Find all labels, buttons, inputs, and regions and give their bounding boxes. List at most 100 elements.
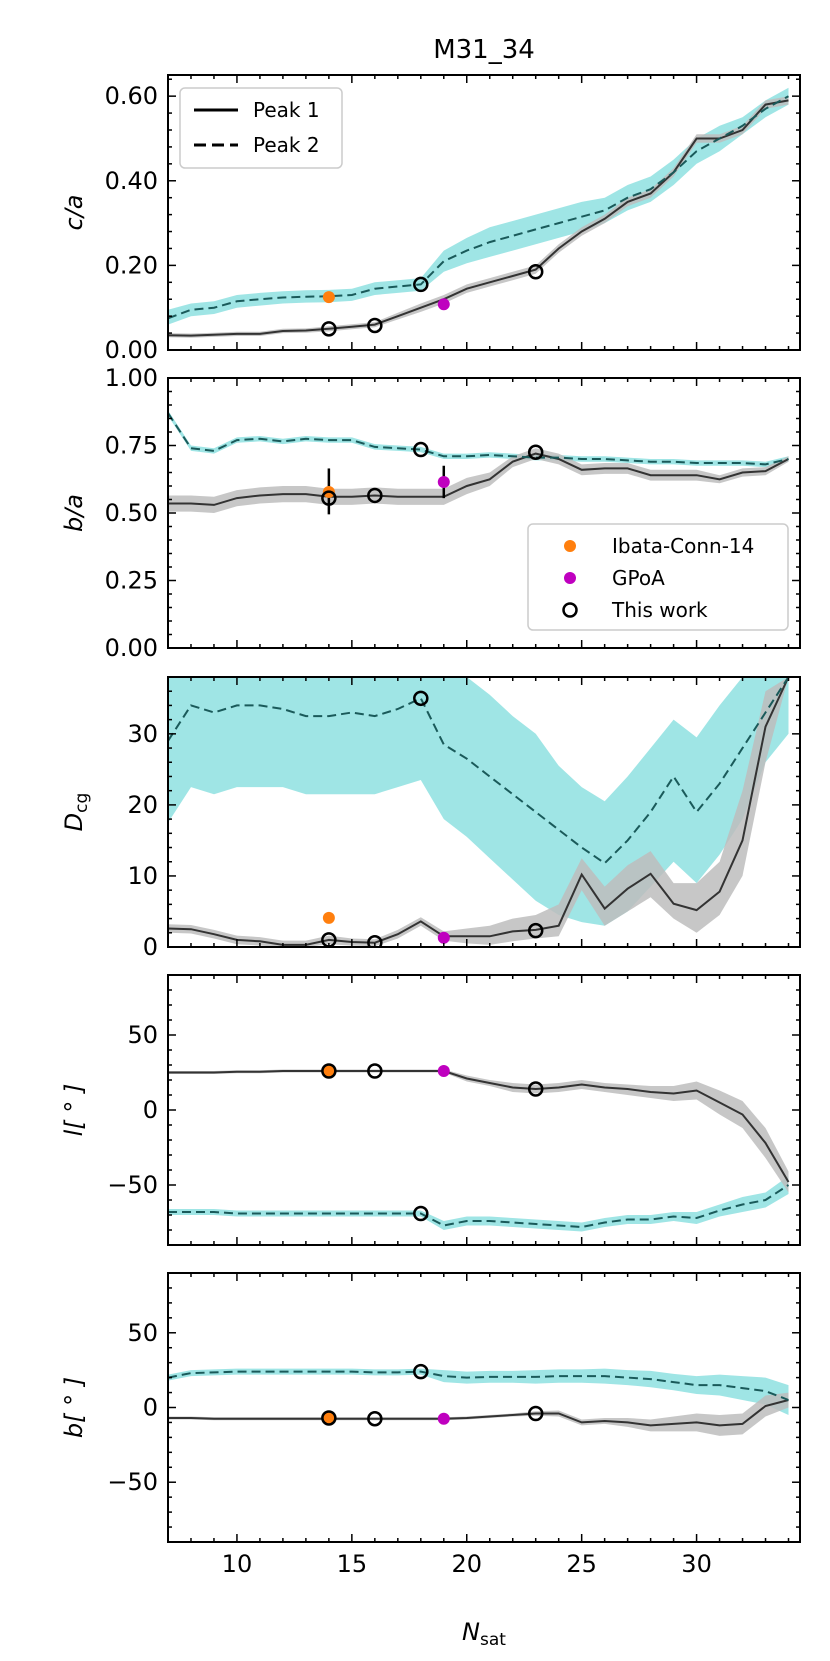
gpoa-point [437,298,450,311]
peak2-band [168,1368,789,1415]
legend-ibata-marker [564,540,576,552]
y-tick-label: 0 [143,1096,158,1124]
gpoa-point [437,1412,450,1425]
y-tick-label: 0 [143,1394,158,1422]
y-axis-label-main: l[ ° ] [60,1084,88,1137]
this-work-point [527,444,544,460]
gpoa-point [437,931,450,944]
y-axis-label: b/a [60,494,88,532]
y-tick-label: 0 [143,933,158,961]
x-axis-label: Nsat [462,1618,506,1650]
y-tick-label: 50 [127,1319,158,1347]
this-work-point [413,1205,429,1222]
peak1-line [168,677,790,946]
this-work-point [321,321,337,337]
y-tick-label: 50 [127,1021,158,1049]
this-work-point [413,276,429,293]
this-work-point [321,1063,337,1079]
ibata-conn-14-point [322,1065,335,1077]
y-tick-label: 0.25 [105,567,158,595]
peak1-band [168,96,789,338]
legend-markers: Ibata-Conn-14 GPoA This work [527,523,789,631]
y-axis-label: c/a [60,195,88,231]
x-tick-label: 25 [566,1550,597,1578]
ibata-conn-14-point [322,1411,335,1424]
legend-gpoa-marker [564,572,576,584]
plot-area [168,1363,789,1436]
gpoa-point [437,1065,450,1077]
this-work-point [367,487,383,504]
y-axis-label: Dcg [60,793,92,832]
peak2-band [168,87,789,325]
ibata-conn-14-point [322,291,335,304]
y-axis-label-main: b[ ° ] [60,1377,88,1438]
legend-ibata-label: Ibata-Conn-14 [612,534,754,558]
panel-b-over-a: 0.00 0.25 0.50 0.75 1.00 b/a [60,364,801,662]
y-tick-label: 0.00 [105,634,158,662]
legend-peaks-frame [179,87,343,169]
plot-area [168,677,790,947]
gpoa-point [437,475,450,488]
y-tick-label: 1.00 [105,364,158,392]
this-work-point [367,1063,383,1079]
panel-c-over-a: 0.00 0.20 0.40 0.60 c/a [60,74,801,364]
this-work-point [413,690,429,707]
plot-area [168,1063,790,1232]
y-axis-label-main: c/a [60,195,88,231]
this-work-point [321,490,337,506]
this-work-point [527,1081,544,1097]
peak1-band [168,1069,789,1193]
legend-gpoa-label: GPoA [612,566,665,590]
y-tick-label: 0.60 [105,82,158,110]
y-tick-label: −50 [107,1468,158,1496]
this-work-point [413,441,429,458]
ibata-conn-14-point [322,911,335,924]
peak2-band [168,1176,789,1232]
peak1-line [168,1070,790,1183]
peak1-line [168,452,789,506]
y-axis-label-main: b/a [60,494,88,532]
chart-title: M31_34 [433,35,535,65]
peak1-line [168,99,789,337]
x-tick-label: 20 [451,1550,482,1578]
peak2-line [168,1370,789,1401]
this-work-point [527,263,544,280]
y-tick-label: 0.75 [105,432,158,460]
y-axis-label-sub: cg [72,793,92,813]
x-axis-label-sub: sat [480,1630,506,1650]
this-work-point [367,934,383,947]
peak1-band [168,677,789,947]
y-tick-label: 0.40 [105,167,158,195]
y-tick-label: −50 [107,1171,158,1199]
this-work-point [527,922,544,939]
peak2-band [168,410,789,468]
legend-this-work-label: This work [611,598,708,622]
plot-area [168,410,789,515]
plot-area [168,87,789,338]
y-tick-label: 10 [127,862,158,890]
this-work-point [527,1405,544,1422]
y-tick-label: 0.00 [105,336,158,364]
panel-frame [167,1272,801,1543]
panel-dcg: 0 10 20 30 Dcg [60,676,801,961]
y-tick-label: 0.50 [105,499,158,527]
panel-frame [167,974,801,1246]
y-axis-label: b[ ° ] [60,1377,88,1438]
y-tick-label: 0.20 [105,251,158,279]
panel-l-angle: −50 0 50 l[ ° ] [60,974,801,1246]
panel-frame [167,74,801,351]
svg-text:Nsat: Nsat [462,1618,506,1650]
this-work-point [413,1363,429,1380]
x-tick-label: 15 [337,1550,368,1578]
peak1-line [168,1399,789,1427]
this-work-point [321,1410,337,1426]
legend-peak2-label: Peak 2 [253,133,320,157]
peak2-line [168,95,789,320]
this-work-point [367,1410,383,1427]
peak2-line [168,1184,790,1229]
peak1-band [168,1392,789,1436]
legend-peak1-label: Peak 1 [253,98,320,122]
y-axis-label: l[ ° ] [60,1084,88,1137]
x-tick-label: 10 [222,1550,253,1578]
